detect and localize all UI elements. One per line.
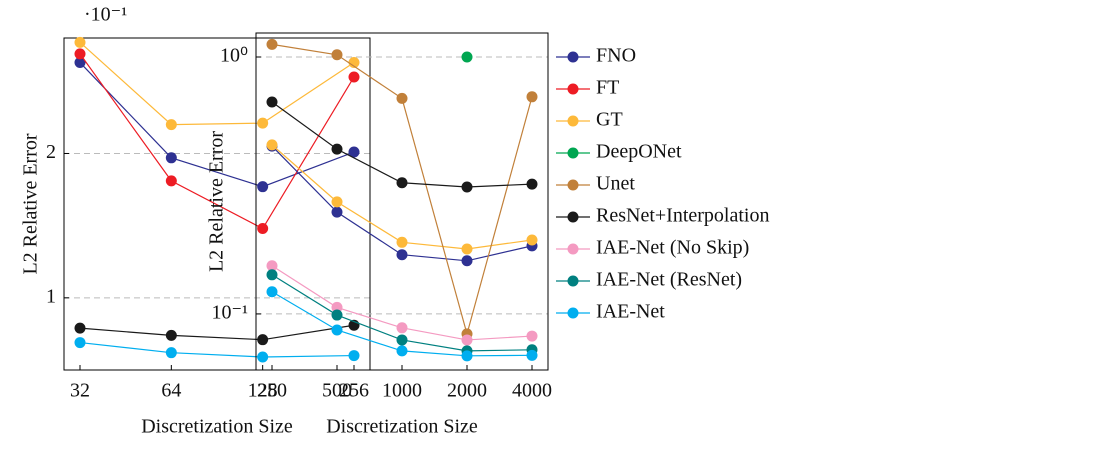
x-axis-label: Discretization Size [141,416,293,438]
legend-label: Unet [596,173,635,195]
y-tick-label: 10⁻¹ [211,302,248,324]
data-point [331,196,343,208]
data-point [74,57,86,69]
series-line [79,53,355,230]
data-point [331,143,343,155]
data-point [165,152,177,164]
x-tick-label: 2000 [447,380,487,402]
data-point [266,286,278,298]
legend-label: IAE-Net [596,301,665,323]
data-point [165,175,177,187]
legend-label: DeepONet [596,141,682,163]
legend-marker [567,83,579,95]
x-tick-label: 500 [322,380,352,402]
series-line [79,62,355,188]
x-tick-label: 32 [70,380,90,402]
data-point [348,71,360,83]
data-point [461,243,473,255]
data-point [331,324,343,336]
data-point [461,51,473,63]
series-line [79,341,355,358]
data-point [266,96,278,108]
data-point [266,260,278,272]
data-point [165,329,177,341]
data-point [257,351,269,363]
data-point [348,350,360,362]
x-tick-label: 4000 [512,380,552,402]
legend-marker [567,275,579,287]
legend-label: FNO [596,45,636,67]
data-point [396,249,408,261]
plot-frame [255,32,549,371]
legend-label: IAE-Net (ResNet) [596,269,742,291]
legend-label: ResNet+Interpolation [596,205,769,227]
data-point [461,255,473,267]
data-point [396,334,408,346]
data-point [396,92,408,104]
legend-marker [567,211,579,223]
data-point [396,322,408,334]
data-point [74,322,86,334]
data-point [165,347,177,359]
data-point [74,48,86,60]
data-point [331,49,343,61]
y-tick-label: 10⁰ [220,45,248,67]
data-point [526,178,538,190]
series-line [271,144,533,250]
x-tick-label: 256 [339,380,369,402]
data-point [74,36,86,48]
data-point [461,350,473,362]
y-tick-label: 2 [46,141,56,163]
legend-marker [567,243,579,255]
legend-marker [567,115,579,127]
data-point [266,139,278,151]
series-line [79,324,355,341]
data-point [348,146,360,158]
data-point [257,223,269,235]
legend-label: GT [596,109,623,131]
legend-marker [567,147,579,159]
x-axis-label: Discretization Size [326,416,478,438]
x-tick-label: 128 [248,380,278,402]
data-point [331,301,343,313]
data-point [461,334,473,346]
legend-label: FT [596,77,619,99]
data-point [348,57,360,69]
y-tick-label: 1 [46,285,56,307]
y-axis-label: L2 Relative Error [20,133,42,274]
data-point [331,206,343,218]
data-point [396,177,408,189]
plot-frame [63,37,371,371]
legend-marker [567,307,579,319]
data-point [526,234,538,246]
x-tick-label: 250 [257,380,287,402]
data-point [165,119,177,131]
data-point [526,349,538,361]
data-point [461,181,473,193]
data-point [331,309,343,321]
legend-marker [567,179,579,191]
data-point [257,334,269,346]
data-point [396,236,408,248]
data-point [257,181,269,193]
y-multiplier: ·10⁻¹ [84,4,127,26]
legend-marker [567,51,579,63]
data-point [266,38,278,50]
data-point [266,269,278,281]
series-line [79,41,355,126]
x-tick-label: 1000 [382,380,422,402]
data-point [74,337,86,349]
data-point [396,345,408,357]
series-line [271,101,533,188]
y-axis-label: L2 Relative Error [206,131,228,272]
data-point [526,91,538,103]
data-point [526,330,538,342]
x-tick-label: 64 [161,380,181,402]
data-point [257,117,269,129]
legend-label: IAE-Net (No Skip) [596,237,749,259]
